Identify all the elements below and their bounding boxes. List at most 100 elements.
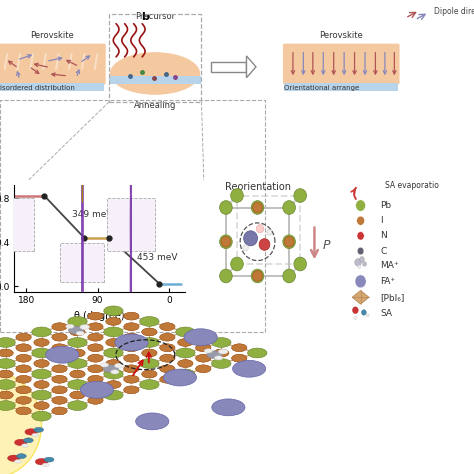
Circle shape xyxy=(103,365,118,373)
Ellipse shape xyxy=(0,372,42,474)
Circle shape xyxy=(106,360,121,367)
Circle shape xyxy=(142,349,157,357)
Circle shape xyxy=(233,360,266,377)
Circle shape xyxy=(104,327,123,337)
Circle shape xyxy=(211,359,231,368)
Circle shape xyxy=(178,360,193,367)
Circle shape xyxy=(88,386,103,394)
Circle shape xyxy=(196,344,211,352)
Circle shape xyxy=(70,328,85,336)
Circle shape xyxy=(0,359,15,368)
Circle shape xyxy=(66,324,74,328)
Circle shape xyxy=(0,370,13,378)
Circle shape xyxy=(16,386,31,394)
Circle shape xyxy=(124,365,139,373)
Circle shape xyxy=(160,355,175,362)
Circle shape xyxy=(52,333,67,341)
Circle shape xyxy=(0,380,15,390)
Circle shape xyxy=(160,375,175,383)
Circle shape xyxy=(16,407,31,415)
Circle shape xyxy=(70,370,85,378)
Circle shape xyxy=(160,344,175,352)
Circle shape xyxy=(354,316,357,319)
Circle shape xyxy=(196,333,211,341)
Circle shape xyxy=(178,338,193,346)
Circle shape xyxy=(140,359,159,368)
Circle shape xyxy=(88,344,103,352)
Circle shape xyxy=(140,337,159,347)
Circle shape xyxy=(70,349,85,357)
Circle shape xyxy=(32,411,51,421)
Circle shape xyxy=(88,365,103,373)
Circle shape xyxy=(100,363,109,367)
Circle shape xyxy=(88,355,103,362)
Circle shape xyxy=(356,200,365,211)
Text: Dipole direct: Dipole direct xyxy=(434,8,474,16)
Circle shape xyxy=(184,329,217,346)
Text: isordered distribution: isordered distribution xyxy=(0,85,75,91)
Text: Orientational arrange: Orientational arrange xyxy=(284,85,360,91)
Circle shape xyxy=(68,317,87,326)
Circle shape xyxy=(88,323,103,330)
Circle shape xyxy=(124,312,139,320)
Circle shape xyxy=(219,269,232,283)
Circle shape xyxy=(24,438,33,443)
FancyBboxPatch shape xyxy=(60,243,104,282)
Circle shape xyxy=(69,326,84,334)
Circle shape xyxy=(360,256,364,262)
Circle shape xyxy=(355,259,361,266)
Circle shape xyxy=(283,201,295,214)
Circle shape xyxy=(124,375,139,383)
Circle shape xyxy=(32,348,51,358)
Circle shape xyxy=(16,365,31,373)
Circle shape xyxy=(160,375,175,383)
Text: Perovskite: Perovskite xyxy=(30,31,74,40)
Circle shape xyxy=(207,351,222,359)
Circle shape xyxy=(160,333,175,341)
Circle shape xyxy=(70,328,85,336)
Circle shape xyxy=(34,402,49,410)
Circle shape xyxy=(124,355,139,362)
Bar xyxy=(0,83,104,91)
Circle shape xyxy=(259,239,270,250)
Circle shape xyxy=(196,333,211,341)
Circle shape xyxy=(88,323,103,330)
Circle shape xyxy=(16,365,31,373)
Circle shape xyxy=(15,439,27,446)
Circle shape xyxy=(35,458,48,465)
Circle shape xyxy=(358,265,361,269)
Circle shape xyxy=(176,348,195,358)
FancyBboxPatch shape xyxy=(107,198,155,251)
Circle shape xyxy=(160,355,175,362)
Circle shape xyxy=(232,344,247,352)
Text: Perovskite: Perovskite xyxy=(319,31,363,40)
Circle shape xyxy=(106,360,121,367)
Circle shape xyxy=(357,232,364,240)
Text: MA⁺: MA⁺ xyxy=(380,261,399,270)
Circle shape xyxy=(0,337,15,347)
Circle shape xyxy=(52,344,67,352)
Circle shape xyxy=(353,307,358,313)
Circle shape xyxy=(42,463,49,466)
Circle shape xyxy=(0,401,15,410)
Circle shape xyxy=(160,333,175,341)
Circle shape xyxy=(88,333,103,341)
Circle shape xyxy=(284,237,294,247)
Circle shape xyxy=(80,382,113,398)
Circle shape xyxy=(124,323,139,330)
Circle shape xyxy=(232,355,247,362)
Circle shape xyxy=(106,338,121,346)
Circle shape xyxy=(142,328,157,336)
Circle shape xyxy=(68,401,87,410)
Circle shape xyxy=(231,257,243,271)
Circle shape xyxy=(124,386,139,394)
Circle shape xyxy=(15,460,21,463)
Circle shape xyxy=(88,333,103,341)
Circle shape xyxy=(32,327,51,337)
Circle shape xyxy=(34,338,49,346)
Circle shape xyxy=(0,391,13,399)
Circle shape xyxy=(244,231,257,246)
Circle shape xyxy=(142,349,157,357)
Circle shape xyxy=(16,355,31,362)
Circle shape xyxy=(251,201,264,214)
